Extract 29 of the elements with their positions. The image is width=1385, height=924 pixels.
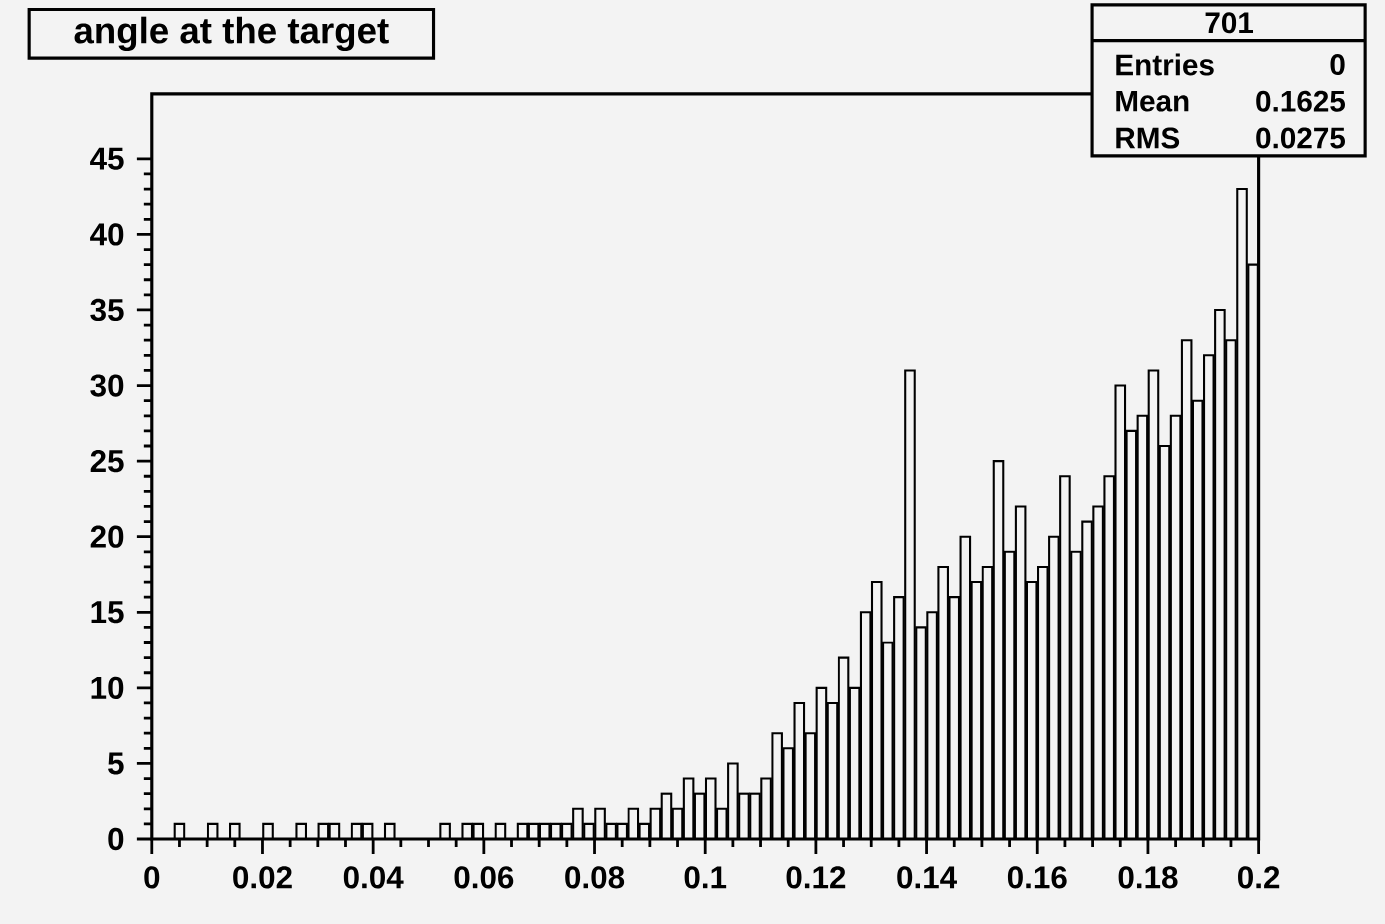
x-tick-label: 0 [144, 866, 160, 889]
x-tick-label: 0.08 [565, 866, 625, 889]
x-tick-label: 0.04 [343, 866, 404, 889]
x-tick-label: 0.12 [786, 866, 846, 889]
x-tick-label: 0.14 [897, 866, 957, 889]
text: Entries [1116, 53, 1214, 76]
y-tick-label: 20 [90, 525, 124, 548]
annotation: 0.1625 [1256, 90, 1345, 112]
text: 0 [1330, 53, 1345, 75]
x-tick-label: 0.1 [684, 866, 727, 889]
text: 701 [1205, 12, 1254, 34]
y-tick-label: 25 [90, 449, 124, 473]
y-tick-label: 35 [90, 298, 124, 321]
y-tick-label: 40 [90, 223, 124, 246]
x-tick-label: 0.18 [1118, 866, 1178, 889]
annotation: 0.0275 [1256, 127, 1345, 149]
y-tick-label: 5 [108, 752, 124, 775]
chart-title: angle at the target [74, 16, 389, 51]
x-tick-label: 0.06 [454, 866, 514, 889]
x-tick-label: 0.16 [1007, 866, 1067, 889]
annotation: RMS [1116, 127, 1180, 149]
y-tick-label: 10 [91, 676, 124, 699]
x-tick-label: 0.02 [233, 866, 292, 889]
annotation: Mean [1116, 90, 1189, 112]
x-tick-label: 0.2 [1238, 866, 1280, 889]
y-tick-label: 45 [90, 147, 124, 170]
y-tick-label: 15 [91, 601, 124, 624]
y-tick-label: 0 [108, 827, 124, 850]
y-tick-label: 30 [90, 374, 124, 397]
